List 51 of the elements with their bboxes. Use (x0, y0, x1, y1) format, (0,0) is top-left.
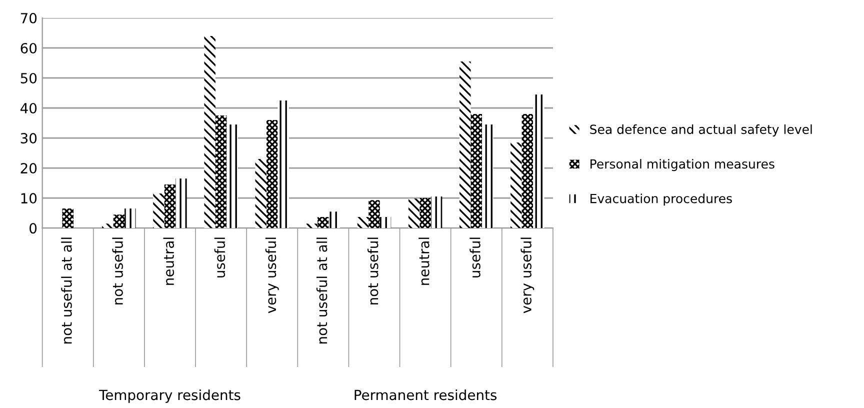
bar (176, 178, 187, 228)
bar (204, 36, 216, 228)
legend-label: Evacuation procedures (590, 194, 732, 206)
text: Temporary residents (98, 389, 240, 403)
bar (278, 100, 289, 228)
bar (306, 224, 318, 228)
bar (470, 114, 482, 228)
x-tick-label: not useful (368, 238, 378, 304)
bar (522, 114, 534, 228)
y-tick-label: 70 (20, 12, 37, 24)
y-tick-label: 10 (21, 193, 37, 204)
bar (533, 94, 544, 228)
bar (215, 116, 227, 228)
legend-label: Personal mitigation measures (590, 158, 774, 172)
text: Permanent residents (354, 389, 497, 400)
bar (380, 216, 392, 228)
bar (482, 124, 494, 228)
bar (113, 214, 125, 228)
y-tick-label: 20 (20, 163, 37, 174)
x-tick-label: not useful at all (61, 238, 72, 344)
bar (430, 196, 442, 228)
bar (255, 159, 266, 228)
bar (266, 120, 278, 228)
bar (368, 200, 380, 228)
legend-label: Sea defence and actual safety level (590, 124, 812, 136)
x-tick-label: not useful at all (316, 238, 328, 344)
x-tick-label: useful (470, 238, 480, 278)
bar (164, 184, 176, 228)
bar (226, 124, 238, 228)
bar (328, 212, 340, 228)
bar (62, 208, 74, 228)
x-tick-label: very useful (520, 238, 534, 314)
y-tick-label: 30 (20, 132, 37, 144)
x-tick-label: not useful (112, 238, 123, 304)
x-tick-label: neutral (418, 238, 430, 285)
bar (318, 216, 329, 228)
y-tick-label: 0 (30, 223, 37, 234)
bar (510, 142, 522, 228)
bar (460, 61, 471, 228)
bar (153, 194, 164, 228)
x-tick-label: neutral (163, 238, 174, 285)
y-tick-label: 40 (20, 102, 37, 114)
y-tick-label: 50 (20, 72, 37, 84)
x-tick-label: useful (214, 238, 226, 278)
bar (102, 224, 114, 228)
bar (357, 216, 369, 228)
y-tick-label: 60 (20, 42, 37, 54)
bar (408, 198, 420, 228)
x-tick-label: very useful (265, 238, 279, 314)
bar (420, 198, 431, 228)
bar (124, 208, 136, 228)
